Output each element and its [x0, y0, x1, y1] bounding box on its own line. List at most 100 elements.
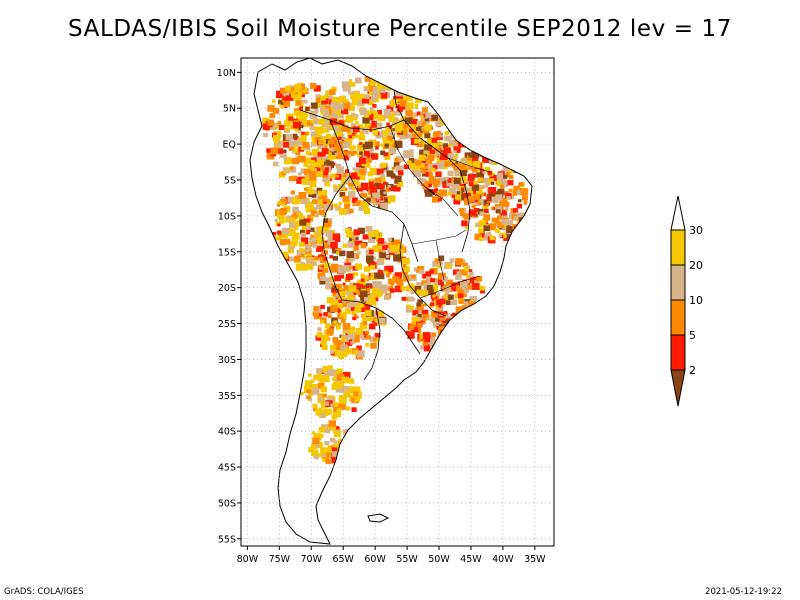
field-cell — [451, 139, 460, 147]
field-cell — [503, 174, 508, 179]
field-cell — [368, 181, 377, 189]
field-cell — [441, 286, 447, 291]
field-cell — [436, 292, 441, 296]
field-cell — [317, 151, 323, 157]
field-cell — [452, 127, 460, 134]
field-cell — [490, 154, 494, 158]
field-cell — [421, 178, 427, 183]
field-cell — [372, 321, 378, 326]
field-cell — [282, 141, 290, 148]
field-cell — [370, 264, 376, 270]
field-cell — [357, 172, 362, 177]
field-cell — [428, 183, 433, 188]
field-cell — [431, 137, 438, 143]
field-cell — [359, 151, 363, 155]
field-cell — [454, 169, 462, 177]
field-cell — [359, 334, 365, 339]
field-cell — [360, 290, 368, 298]
field-cell — [331, 402, 339, 409]
field-cell — [333, 430, 341, 438]
field-cell — [387, 87, 391, 91]
field-cell — [472, 276, 477, 281]
field-cell — [488, 159, 494, 164]
field-cell — [321, 156, 326, 160]
field-cell — [306, 263, 314, 270]
field-cell — [511, 159, 515, 163]
field-cell — [285, 133, 293, 141]
field-cell — [416, 111, 422, 116]
field-cell — [285, 93, 294, 101]
field-cell — [396, 147, 400, 150]
field-cell — [311, 261, 317, 266]
field-cell — [415, 106, 419, 110]
field-cell — [445, 279, 453, 286]
field-cell — [396, 120, 402, 126]
field-cell — [287, 229, 296, 237]
field-cell — [364, 94, 370, 99]
field-cell — [472, 157, 479, 164]
field-cell — [314, 213, 319, 217]
field-cell — [317, 327, 322, 332]
field-cell — [353, 337, 360, 343]
field-cell — [322, 267, 329, 273]
field-cell — [288, 116, 293, 121]
field-cell — [448, 325, 456, 332]
field-cell — [314, 455, 319, 460]
field-cell — [519, 181, 524, 186]
field-cell — [282, 96, 287, 101]
field-cell — [337, 381, 345, 388]
field-cell — [365, 113, 374, 121]
field-cell — [444, 135, 451, 141]
field-cell — [335, 121, 342, 128]
lat-tick-label: 25S — [218, 319, 236, 330]
field-cell — [301, 131, 305, 135]
field-cell — [388, 132, 395, 138]
field-cell — [379, 189, 387, 197]
field-cell — [365, 343, 370, 347]
field-cell — [332, 293, 336, 297]
field-cell — [435, 120, 442, 126]
field-cell — [308, 217, 314, 222]
field-cell — [435, 147, 441, 153]
field-cell — [312, 135, 316, 140]
field-cell — [335, 152, 343, 160]
field-cell — [313, 306, 319, 311]
field-cell — [273, 141, 282, 149]
field-cell — [365, 255, 374, 263]
field-cell — [290, 190, 295, 195]
field-cell — [507, 160, 513, 165]
field-cell — [356, 200, 363, 206]
field-cell — [325, 408, 332, 415]
field-cell — [399, 133, 407, 140]
field-cell — [318, 254, 322, 258]
field-cell — [433, 323, 439, 328]
field-cell — [430, 317, 436, 323]
field-cell — [468, 181, 474, 187]
field-cell — [411, 317, 420, 325]
field-cell — [416, 177, 424, 184]
field-cell — [469, 277, 477, 284]
field-cell — [308, 373, 312, 377]
field-cell — [322, 375, 330, 383]
field-cell — [426, 276, 432, 282]
lat-tick-label: 50S — [218, 498, 236, 509]
field-cell — [388, 187, 392, 191]
field-cell — [345, 143, 351, 148]
field-cell — [331, 350, 339, 357]
field-cell — [373, 141, 380, 147]
field-cell — [351, 440, 356, 445]
field-cell — [462, 287, 469, 293]
field-cell — [301, 255, 306, 259]
field-cell — [392, 110, 398, 116]
field-cell — [338, 294, 345, 301]
field-cell — [332, 377, 337, 381]
field-cell — [448, 125, 454, 130]
field-cell — [471, 307, 476, 311]
field-cell — [279, 239, 287, 246]
field-cell — [420, 317, 426, 322]
field-cell — [399, 245, 404, 250]
field-cell — [506, 162, 510, 167]
field-cell — [304, 157, 312, 164]
field-cell — [393, 162, 400, 168]
field-cell — [318, 407, 323, 412]
